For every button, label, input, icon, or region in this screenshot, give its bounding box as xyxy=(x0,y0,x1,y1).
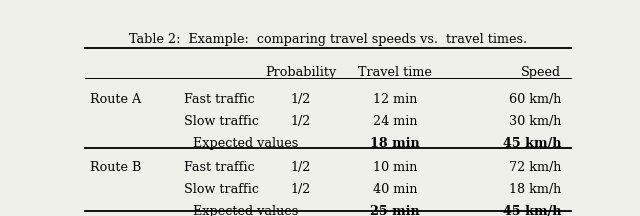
Text: Speed: Speed xyxy=(521,66,561,79)
Text: 40 min: 40 min xyxy=(372,183,417,196)
Text: 60 km/h: 60 km/h xyxy=(509,93,561,106)
Text: 1/2: 1/2 xyxy=(291,162,311,175)
Text: Fast traffic: Fast traffic xyxy=(184,93,255,106)
Text: 1/2: 1/2 xyxy=(291,115,311,128)
Text: 10 min: 10 min xyxy=(372,162,417,175)
Text: Fast traffic: Fast traffic xyxy=(184,162,255,175)
Text: 24 min: 24 min xyxy=(372,115,417,128)
Text: Slow traffic: Slow traffic xyxy=(184,183,259,196)
Text: Travel time: Travel time xyxy=(358,66,432,79)
Text: 18 km/h: 18 km/h xyxy=(509,183,561,196)
Text: 12 min: 12 min xyxy=(372,93,417,106)
Text: 1/2: 1/2 xyxy=(291,93,311,106)
Text: Expected values: Expected values xyxy=(193,137,298,149)
Text: Slow traffic: Slow traffic xyxy=(184,115,259,128)
Text: Table 2:  Example:  comparing travel speeds vs.  travel times.: Table 2: Example: comparing travel speed… xyxy=(129,33,527,46)
Text: 1/2: 1/2 xyxy=(291,183,311,196)
Text: 18 min: 18 min xyxy=(370,137,420,149)
Text: Route B: Route B xyxy=(90,161,141,174)
Text: Probability: Probability xyxy=(265,66,337,79)
Text: Route A: Route A xyxy=(90,93,141,106)
Text: 72 km/h: 72 km/h xyxy=(509,162,561,175)
Text: 25 min: 25 min xyxy=(370,205,420,216)
Text: Expected values: Expected values xyxy=(193,205,298,216)
Text: 45 km/h: 45 km/h xyxy=(502,205,561,216)
Text: 45 km/h: 45 km/h xyxy=(502,137,561,149)
Text: 30 km/h: 30 km/h xyxy=(509,115,561,128)
